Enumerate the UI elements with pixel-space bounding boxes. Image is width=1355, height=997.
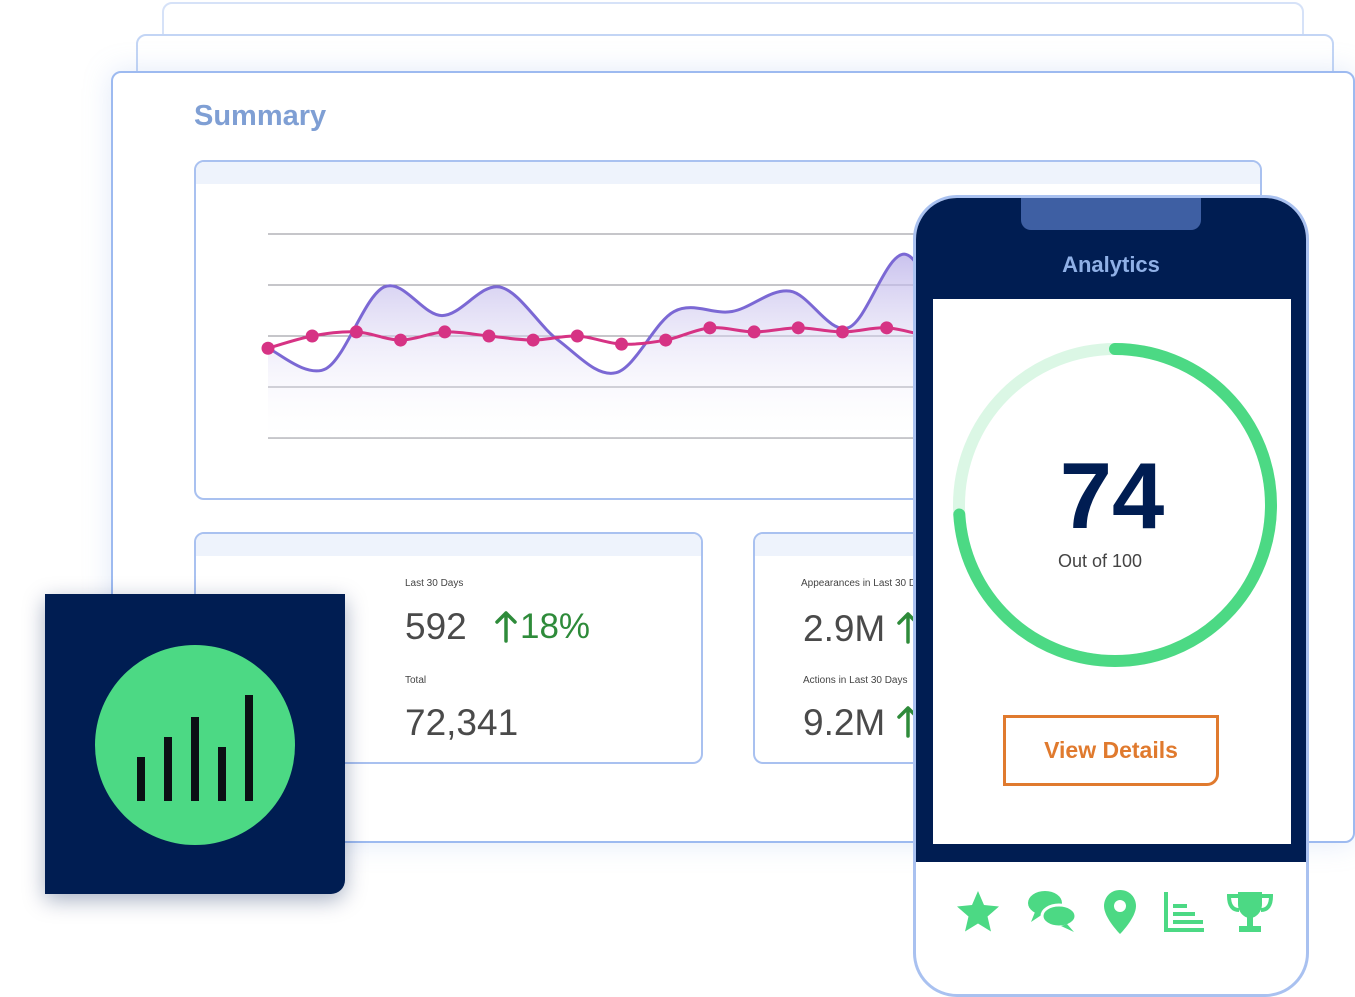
analytics-badge — [45, 594, 345, 894]
score-ring — [953, 343, 1277, 667]
score-ring-progress — [953, 343, 1277, 667]
stats-card-header — [196, 534, 701, 556]
chart-data-point — [880, 321, 894, 335]
badge-circle — [95, 645, 295, 845]
chart-data-point — [747, 325, 761, 339]
page-title: Summary — [194, 100, 327, 132]
stat-value-actions: 9.2M — [803, 702, 886, 743]
stat-value-last-30-days: 592 — [405, 606, 467, 647]
stat-label-last-30-days: Last 30 Days — [405, 578, 464, 589]
score-caption: Out of 100 — [1057, 551, 1143, 571]
chart-data-point — [791, 321, 805, 335]
chart-data-point — [659, 333, 673, 347]
chart-data-point — [570, 329, 584, 343]
chart-data-point — [261, 341, 275, 355]
phone-bottom-nav — [916, 888, 1306, 948]
phone-screen-frame: Analytics 74 Out of 100 View Details — [916, 198, 1306, 862]
chart-data-point — [526, 333, 540, 347]
chart-data-point — [305, 329, 319, 343]
phone-title: Analytics — [1062, 252, 1160, 277]
phone-mockup: Analytics 74 Out of 100 View Details — [913, 195, 1309, 997]
chart-data-point — [349, 325, 363, 339]
chart-data-point — [394, 333, 408, 347]
location-pin-icon[interactable] — [1102, 888, 1138, 936]
stat-label-total: Total — [405, 675, 427, 686]
chart-card-header — [196, 162, 1260, 184]
bar-list-icon[interactable] — [1160, 888, 1208, 936]
chart-data-point — [703, 321, 717, 335]
trophy-icon[interactable] — [1225, 888, 1275, 936]
bar-chart-icon — [137, 695, 253, 801]
phone-notch — [1021, 198, 1201, 230]
chart-data-point — [482, 329, 496, 343]
chart-data-point — [438, 325, 452, 339]
stat-label-actions: Actions in Last 30 Days — [803, 675, 908, 686]
chart-data-point — [835, 325, 849, 339]
stat-value-appearances: 2.9M — [803, 608, 886, 649]
score-value: 74 — [1059, 443, 1165, 548]
phone-screen: 74 Out of 100 View Details — [933, 299, 1291, 844]
stat-value-total: 72,341 — [405, 702, 519, 743]
view-details-button[interactable]: View Details — [1003, 715, 1219, 786]
stat-change-percent: 18% — [520, 607, 591, 646]
chat-icon[interactable] — [1025, 888, 1079, 936]
stat-label-appearances: Appearances in Last 30 D — [801, 578, 917, 589]
star-icon[interactable] — [954, 888, 1002, 936]
chart-data-point — [615, 337, 629, 351]
arrow-up-icon — [495, 611, 517, 643]
